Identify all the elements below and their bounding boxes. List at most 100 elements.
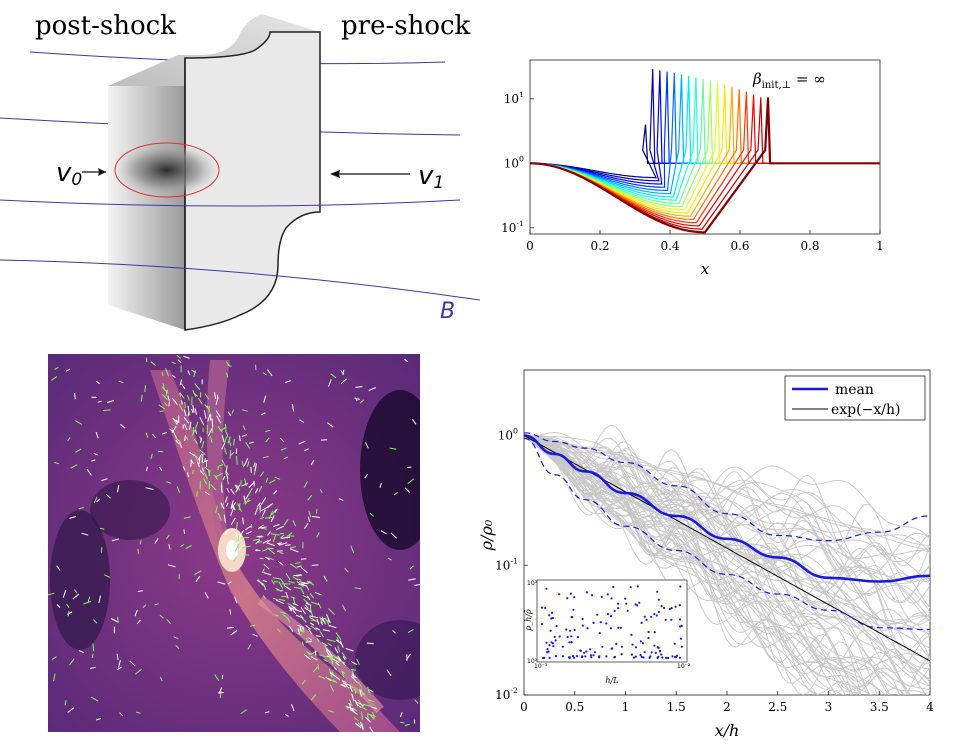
inset-point <box>656 614 658 616</box>
inset-point <box>627 610 629 612</box>
inset-point <box>658 599 660 601</box>
y-tick-label: 100 <box>498 427 518 443</box>
inset-point <box>631 654 633 656</box>
vector-mark <box>277 551 283 552</box>
inset-point <box>550 630 552 632</box>
inset-point <box>586 591 588 593</box>
inset-point <box>681 625 683 627</box>
vector-mark <box>193 470 194 474</box>
inset-point <box>655 652 657 654</box>
inset-point <box>555 655 557 657</box>
v0-arrow <box>82 168 106 176</box>
inset-point <box>680 638 682 640</box>
inset-y-label: ρ_h/ρ̄ <box>524 609 533 632</box>
inset-point <box>565 628 567 630</box>
inset-point <box>590 656 592 658</box>
legend-exp-label: exp(−x/h) <box>831 402 900 418</box>
vector-mark <box>257 542 262 543</box>
inset-point <box>544 607 546 609</box>
inset-point <box>599 632 601 634</box>
vector-mark <box>227 628 234 629</box>
inset-point <box>605 655 607 657</box>
inset-point <box>545 642 547 644</box>
inset-point <box>657 657 659 659</box>
inset-point <box>570 635 572 637</box>
inset-point <box>572 609 574 611</box>
inset-point <box>614 656 616 658</box>
field-label: B <box>440 299 455 324</box>
inset-y-tick-0: 10² <box>527 658 538 665</box>
x-tick-label: 4 <box>926 700 934 714</box>
inset-point <box>644 616 646 618</box>
vector-mark <box>212 418 213 426</box>
inset-point <box>593 622 595 624</box>
pre-shock-label: pre-shock <box>341 11 471 41</box>
inset-point <box>598 655 600 657</box>
inset-point <box>571 641 573 643</box>
vector-mark <box>236 448 237 454</box>
inset-point <box>589 648 591 650</box>
inset-point <box>632 644 634 646</box>
inset-point <box>640 640 642 642</box>
inset-point <box>574 629 576 631</box>
vector-mark <box>312 565 319 566</box>
vector-mark <box>167 390 168 394</box>
vector-mark <box>265 517 272 518</box>
inset-point <box>663 607 665 609</box>
inset-point <box>583 652 585 654</box>
inset-point <box>566 597 568 599</box>
x-tick-label: 1 <box>622 700 630 714</box>
vector-mark <box>251 524 252 528</box>
inset-point <box>601 646 603 648</box>
inset-point <box>607 593 609 595</box>
y-tick-label: 10-2 <box>495 686 518 702</box>
vector-mark <box>184 529 185 533</box>
inset-point <box>653 645 655 647</box>
inset-point <box>658 647 660 649</box>
vector-mark <box>103 410 111 411</box>
inset-point <box>585 650 587 652</box>
inset-point <box>568 641 570 643</box>
inset-point <box>635 656 637 658</box>
inset-point <box>635 646 637 648</box>
inset-point <box>556 625 558 627</box>
inset-point <box>573 657 575 659</box>
inset-point <box>617 607 619 609</box>
vector-mark <box>75 393 76 399</box>
inset-point <box>550 641 552 643</box>
inset-point <box>644 651 646 653</box>
inset-point <box>548 644 550 646</box>
inset-point <box>610 597 612 599</box>
y-tick-label: 100 <box>504 154 524 170</box>
vector-mark <box>237 456 238 465</box>
x-tick-label: 0 <box>526 239 534 253</box>
inset-point <box>551 612 553 614</box>
inset-point <box>576 655 578 657</box>
inset-point <box>614 610 616 612</box>
inset-point <box>584 655 586 657</box>
inset-point <box>546 648 548 650</box>
x-tick-label: 0.4 <box>660 239 679 253</box>
inset-point <box>582 618 584 620</box>
vector-mark <box>267 548 274 549</box>
inset-point <box>641 622 643 624</box>
vector-mark <box>251 467 252 473</box>
inset-point <box>679 585 681 587</box>
inset-point <box>605 622 607 624</box>
inset-point <box>570 593 572 595</box>
inset-point <box>649 657 651 659</box>
vector-mark <box>281 596 288 597</box>
post-shock-label: post-shock <box>35 11 176 41</box>
inset-point <box>548 651 550 653</box>
inset-point <box>607 613 609 615</box>
inset-point <box>674 643 676 645</box>
inset-point <box>658 611 660 613</box>
inset-point <box>590 654 592 656</box>
inset-x-tick-1: 10⁻² <box>677 663 691 670</box>
legend-mean-label: mean <box>835 382 874 398</box>
inset-point <box>559 635 561 637</box>
inset-point <box>621 653 623 655</box>
